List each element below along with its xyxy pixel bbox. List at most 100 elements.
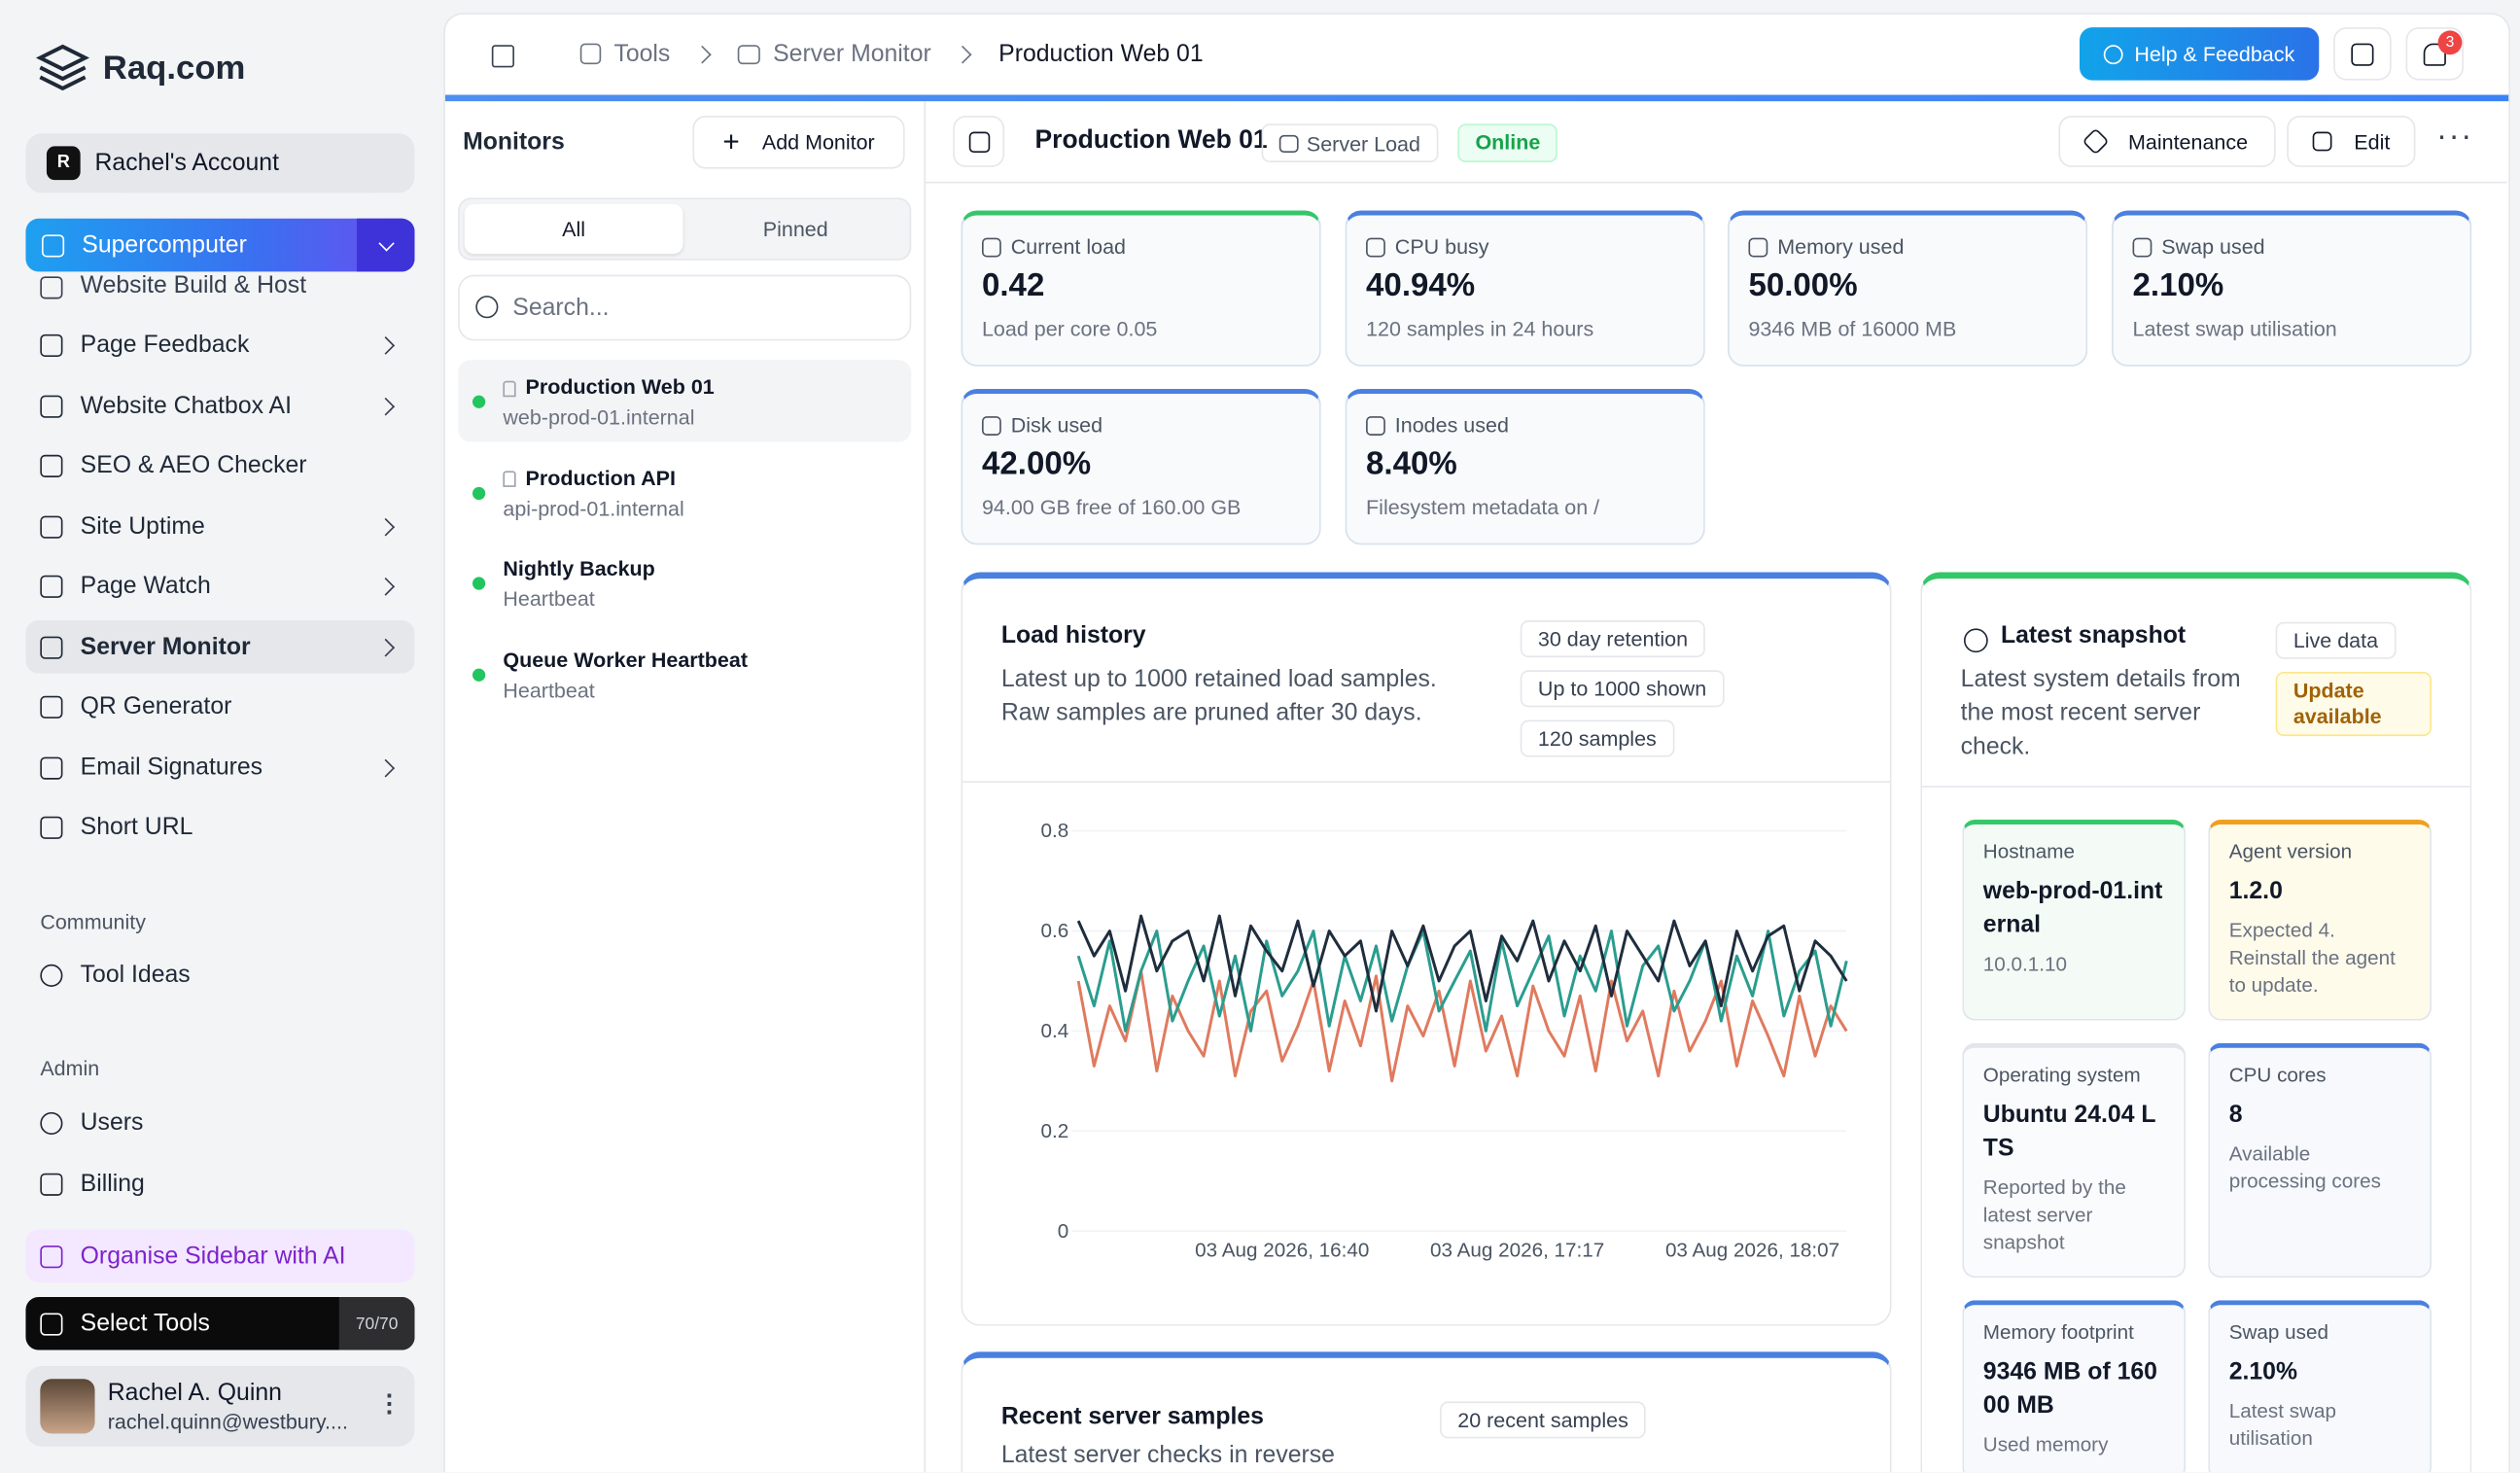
- active-tool-label: Supercomputer: [82, 231, 247, 260]
- stat-value: 2.10%: [2132, 268, 2224, 304]
- organise-sidebar[interactable]: Organise Sidebar with AI: [25, 1229, 415, 1283]
- stat-sub: Load per core 0.05: [981, 316, 1158, 341]
- stat-card: Memory used 50.00% 9346 MB of 16000 MB: [1727, 210, 2088, 367]
- brand-name[interactable]: Raq.com: [102, 50, 246, 88]
- load-history-card: Load history Latest up to 1000 retained …: [961, 572, 1892, 1326]
- brand-logo: [35, 42, 90, 96]
- nav-item[interactable]: Short URL: [25, 800, 414, 854]
- snapshot-value: web-prod-01.internal: [1982, 877, 2163, 939]
- stat-label: Swap used: [2161, 234, 2265, 260]
- nav-label: QR Generator: [80, 692, 232, 720]
- nav-label: Site Uptime: [80, 512, 205, 541]
- nav-item[interactable]: Tool Ideas: [25, 948, 414, 1001]
- section-title: Community: [40, 909, 147, 934]
- user-card[interactable]: Rachel A. Quinn rachel.quinn@westbury...…: [25, 1366, 415, 1447]
- maintenance-button[interactable]: Maintenance: [2058, 116, 2276, 167]
- notifications-button[interactable]: 3: [2405, 27, 2465, 81]
- type-chip: Server Load: [1261, 123, 1439, 162]
- active-tool[interactable]: Supercomputer: [25, 218, 415, 272]
- snapshot-value: 8: [2228, 1101, 2243, 1129]
- nav-item[interactable]: Server Monitor: [25, 620, 415, 674]
- monitor-item[interactable]: Queue Worker Heartbeat Heartbeat: [458, 632, 911, 714]
- search-box[interactable]: Search...: [458, 274, 912, 341]
- nav-label: Website Chatbox AI: [80, 392, 292, 420]
- tab[interactable]: All: [464, 203, 683, 255]
- tab[interactable]: Pinned: [762, 217, 828, 241]
- stat-label: CPU busy: [1394, 234, 1489, 260]
- monitor-item[interactable]: Production API api-prod-01.internal: [458, 451, 911, 533]
- monitors-title: Monitors: [463, 128, 565, 157]
- monitor-name: Nightly Backup: [503, 555, 655, 580]
- action-label: Edit: [2354, 129, 2391, 154]
- nav-label: Website Build & Host: [80, 271, 307, 299]
- user-menu[interactable]: · · ·: [385, 1384, 395, 1427]
- nav-label: Server Monitor: [80, 633, 251, 661]
- breadcrumb[interactable]: Tools: [613, 40, 671, 68]
- nav-label: SEO & AEO Checker: [80, 451, 307, 479]
- card-description: Latest server checks in reverse: [1000, 1441, 1335, 1469]
- nav-icon: [40, 574, 63, 598]
- badge: 20 recent samples: [1440, 1401, 1647, 1439]
- nav-item[interactable]: Billing: [25, 1157, 414, 1210]
- nav-item[interactable]: Site Uptime: [25, 500, 414, 553]
- badge: Live data: [2275, 621, 2397, 659]
- more-menu[interactable]: ···: [2435, 119, 2473, 155]
- add-monitor[interactable]: + Add Monitor: [692, 116, 905, 169]
- stat-value: 42.00%: [981, 446, 1092, 482]
- stat-label: Memory used: [1777, 234, 1905, 260]
- nav-chevron: [376, 517, 396, 536]
- snapshot-card: Latest snapshot Live data Latest system …: [1920, 572, 2472, 1473]
- nav-chevron: [376, 577, 396, 595]
- card-title: Recent server samples: [1000, 1403, 1264, 1431]
- snapshot-label: CPU cores: [2228, 1064, 2327, 1087]
- stat-label-row: CPU busy: [1366, 234, 1684, 259]
- nav-icon: [40, 333, 63, 357]
- help-button[interactable]: Help & Feedback: [2079, 27, 2320, 81]
- nav-label: Billing: [80, 1170, 145, 1198]
- x-tick-label: 03 Aug 2026, 17:17: [1430, 1240, 1604, 1262]
- user-avatar: [40, 1379, 95, 1434]
- user-email: rachel.quinn@westbury....: [107, 1409, 348, 1434]
- nav-label: Tool Ideas: [80, 961, 191, 989]
- cube-button[interactable]: [2333, 27, 2392, 81]
- stat-label-row: Inodes used: [1366, 413, 1684, 438]
- select-tools[interactable]: Select Tools 70/70: [25, 1296, 415, 1350]
- nav-item[interactable]: SEO & AEO Checker: [25, 438, 414, 492]
- nav-item[interactable]: Users: [25, 1096, 414, 1149]
- monitor-item[interactable]: Production Web 01 web-prod-01.internal: [458, 360, 912, 442]
- monitor-name-row: Production API: [503, 466, 911, 489]
- nav-item[interactable]: Website Chatbox AI: [25, 379, 414, 433]
- stat-icon: [981, 236, 1001, 257]
- sidebar-toggle[interactable]: [491, 45, 514, 68]
- stat-icon: [1366, 415, 1385, 436]
- tabs: All Pinned: [458, 197, 912, 261]
- snapshot-label: Swap used: [2228, 1320, 2328, 1344]
- collapse-button[interactable]: [953, 116, 1005, 167]
- nav-icon: [40, 394, 63, 417]
- monitor-name: Production Web 01: [525, 374, 715, 399]
- nav-item[interactable]: Website Build & Host: [25, 257, 414, 299]
- nav-item[interactable]: Email Signatures: [25, 741, 414, 794]
- monitor-item[interactable]: Nightly Backup Heartbeat: [458, 542, 911, 623]
- snapshot-value: 1.2.0: [2228, 877, 2283, 905]
- account-name: Rachel's Account: [94, 149, 279, 177]
- nav-item[interactable]: QR Generator: [25, 680, 414, 733]
- breadcrumb[interactable]: Server Monitor: [773, 40, 931, 68]
- stat-icon: [981, 415, 1001, 436]
- nav-item[interactable]: Page Watch: [25, 559, 414, 613]
- active-tool-toggle[interactable]: [356, 218, 415, 272]
- badge: 30 day retention: [1520, 620, 1706, 658]
- y-tick-label: 0.4: [1041, 1020, 1069, 1042]
- type-label: Server Load: [1306, 130, 1420, 156]
- account-switcher[interactable]: R Rachel's Account: [25, 133, 415, 193]
- nav-chevron: [376, 637, 396, 656]
- stat-icon: [1366, 236, 1385, 257]
- stat-label-row: Memory used: [1748, 234, 2066, 259]
- divider: [962, 781, 1890, 784]
- nav-item[interactable]: Page Feedback: [25, 318, 414, 371]
- add-monitor-label: Add Monitor: [761, 129, 875, 155]
- edit-button[interactable]: Edit: [2287, 116, 2416, 167]
- snapshot-item: Operating system Ubuntu 24.04 LTS Reported…: [1962, 1042, 2187, 1279]
- y-tick-label: 0.2: [1041, 1120, 1069, 1142]
